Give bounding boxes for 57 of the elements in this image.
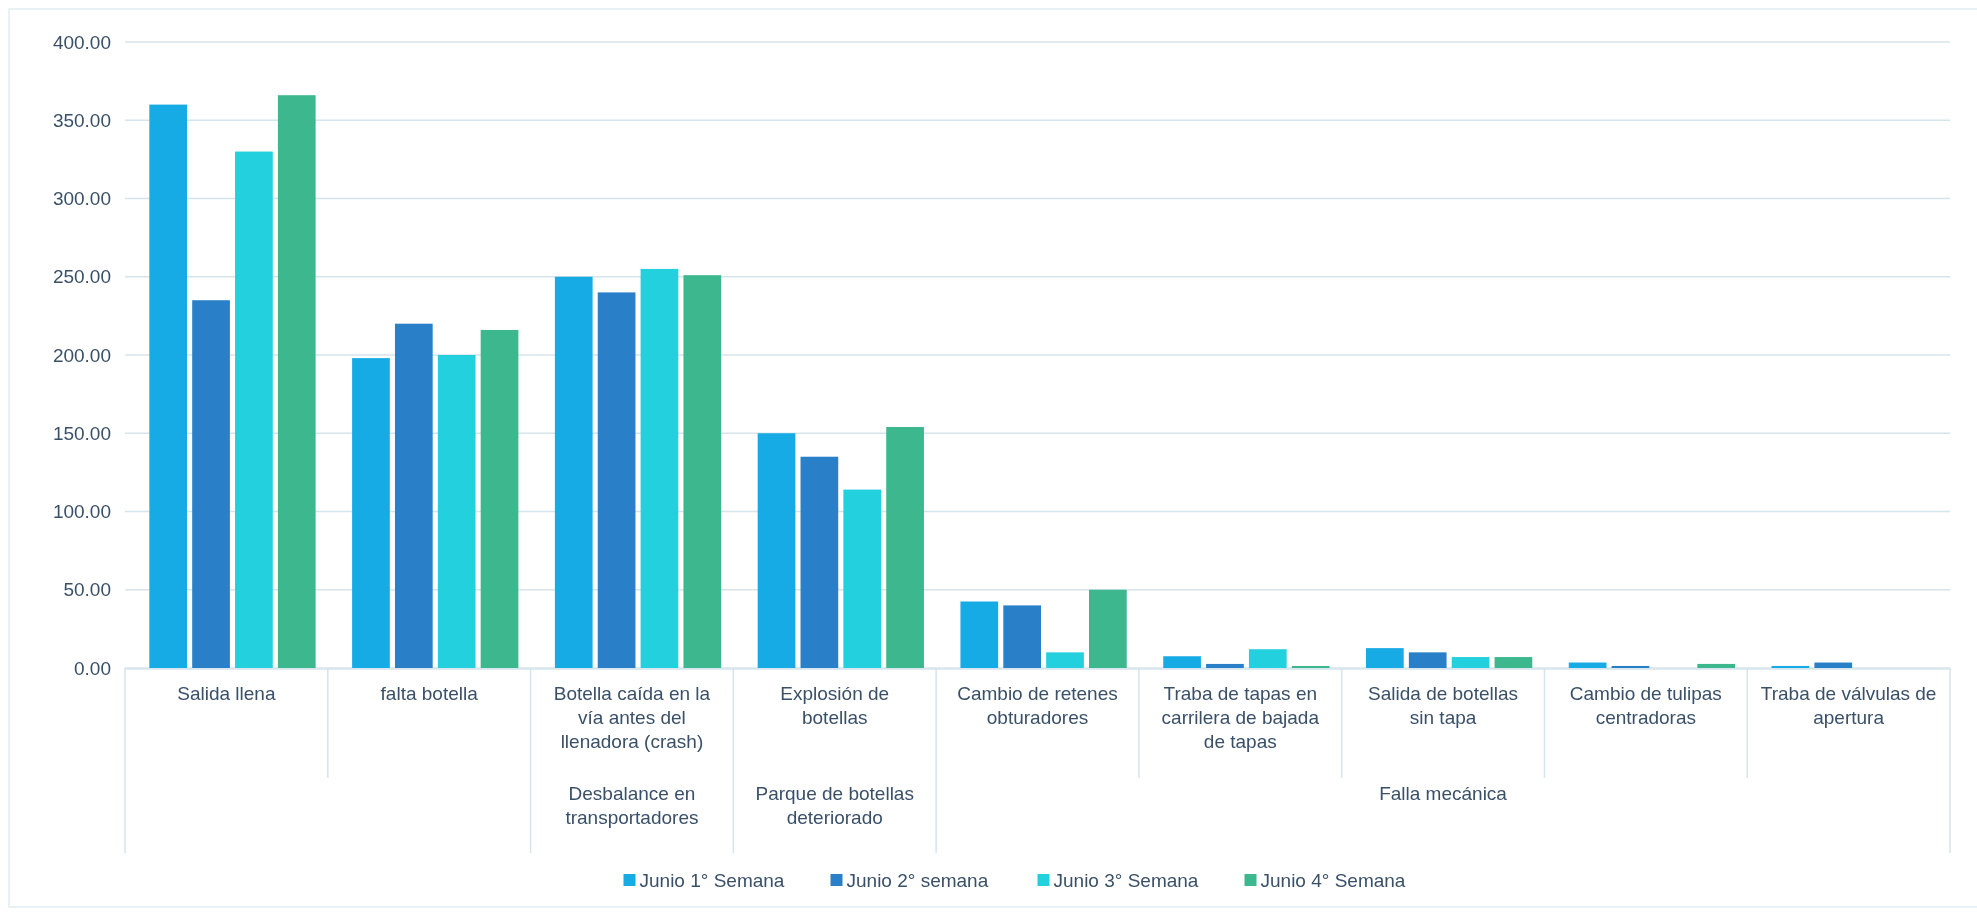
bar bbox=[640, 268, 679, 668]
y-tick-label: 350.00 bbox=[52, 109, 111, 131]
bar bbox=[149, 104, 188, 668]
text: Desbalance en transportadores bbox=[565, 783, 699, 828]
bar bbox=[1408, 652, 1447, 668]
legend-label: Junio 2° semana bbox=[846, 869, 989, 891]
bar bbox=[277, 95, 316, 668]
bar bbox=[1611, 665, 1650, 668]
x-tick-label: Salida llena bbox=[177, 683, 276, 704]
bar bbox=[1003, 605, 1042, 668]
y-tick-label: 50.00 bbox=[63, 579, 111, 601]
bar bbox=[1046, 652, 1084, 668]
legend-label: Junio 4° Semana bbox=[1260, 869, 1406, 891]
legend-label: Junio 1° Semana bbox=[639, 869, 785, 891]
x-tick-label: Salida de botellas sin tapa bbox=[1368, 683, 1519, 728]
bar bbox=[1089, 589, 1127, 668]
bar bbox=[192, 300, 230, 668]
bar bbox=[1451, 657, 1490, 668]
bar bbox=[757, 433, 796, 668]
bar bbox=[352, 358, 390, 668]
x-tick-label: Traba de tapas en carrilera de bajada de tapas bbox=[1161, 683, 1320, 752]
bar bbox=[394, 323, 433, 668]
text: Parque de botellas deteriorado bbox=[755, 783, 914, 828]
y-tick-label: 250.00 bbox=[52, 266, 111, 288]
bar bbox=[1771, 665, 1810, 668]
y-tick-label: 150.00 bbox=[52, 422, 111, 444]
x-tick-label: Traba de válvulas de apertura bbox=[1760, 683, 1937, 728]
y-tick-label: 100.00 bbox=[52, 501, 111, 523]
bar bbox=[1494, 657, 1533, 668]
y-tick-label: 0.00 bbox=[74, 657, 111, 679]
x-tick-label: Explosión de botellas bbox=[780, 683, 890, 728]
bar bbox=[480, 329, 519, 668]
bar bbox=[1366, 648, 1404, 668]
bar bbox=[1697, 663, 1736, 668]
text: Falla mecánica bbox=[1379, 783, 1508, 804]
bar bbox=[800, 456, 839, 668]
bar bbox=[1163, 656, 1201, 668]
bar bbox=[1291, 665, 1330, 668]
y-tick-label: 400.00 bbox=[52, 31, 111, 53]
bar bbox=[1814, 662, 1853, 668]
bar bbox=[235, 151, 273, 668]
legend-label: Junio 3° Semana bbox=[1053, 869, 1199, 891]
x-tick-label: Botella caída en la vía antes del llenadora (crash) bbox=[553, 683, 711, 752]
x-tick-label: Cambio de retenes obturadores bbox=[957, 683, 1118, 728]
bar bbox=[437, 355, 476, 668]
bar bbox=[554, 276, 593, 668]
x-tick-label: Cambio de tulipas centradoras bbox=[1569, 683, 1722, 728]
y-tick-label: 300.00 bbox=[52, 188, 111, 210]
bar bbox=[960, 601, 999, 668]
x-tick-label: falta botella bbox=[380, 683, 479, 704]
y-tick-label: 200.00 bbox=[52, 344, 111, 366]
bar bbox=[683, 275, 722, 668]
bar bbox=[1206, 663, 1244, 668]
bar bbox=[597, 292, 636, 668]
bar bbox=[843, 489, 882, 668]
bar bbox=[1248, 649, 1287, 668]
bar bbox=[886, 426, 924, 668]
